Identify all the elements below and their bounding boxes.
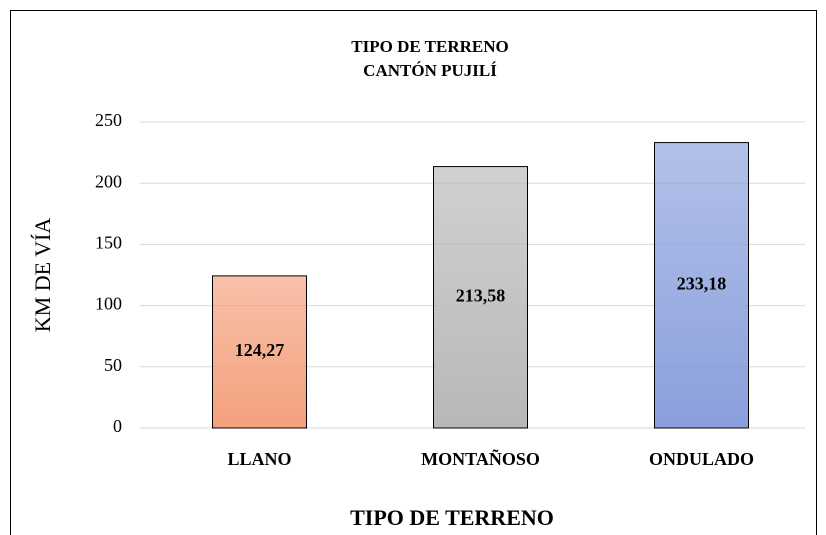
x-axis-title: TIPO DE TERRENO	[350, 505, 554, 530]
chart-title: TIPO DE TERRENO	[351, 37, 508, 56]
bar	[433, 166, 528, 429]
chart-subtitle: CANTÓN PUJILÍ	[363, 61, 497, 80]
y-tick-label: 250	[95, 110, 122, 130]
value-label: 233,18	[677, 273, 727, 293]
y-tick-label: 0	[113, 416, 122, 436]
x-tick-label: LLANO	[227, 449, 291, 469]
y-axis-title: KM DE VÍA	[30, 218, 55, 333]
bar	[212, 275, 307, 429]
bar	[654, 142, 749, 429]
y-tick-label: 200	[95, 171, 122, 191]
value-label: 213,58	[456, 285, 506, 305]
value-label: 124,27	[235, 340, 285, 360]
y-tick-label: 150	[95, 233, 122, 253]
y-tick-label: 50	[104, 355, 122, 375]
x-tick-label: ONDULADO	[649, 449, 754, 469]
y-tick-label: 100	[95, 294, 122, 314]
x-tick-label: MONTAÑOSO	[421, 448, 540, 469]
